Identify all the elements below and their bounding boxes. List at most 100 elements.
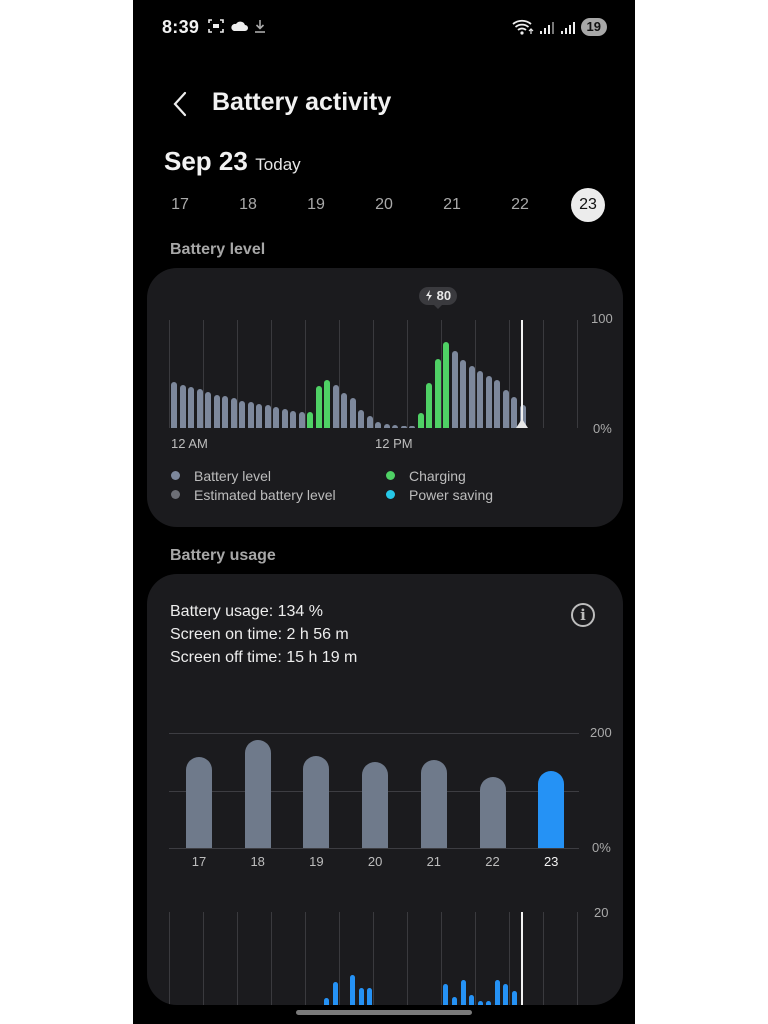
legend-charging: Charging — [386, 468, 466, 484]
day-selector: 17 18 19 20 21 22 23 — [154, 188, 626, 222]
grid-line — [407, 320, 408, 428]
hourly-bar — [367, 987, 372, 1005]
legend-dot — [171, 471, 180, 480]
legend-label: Estimated battery level — [194, 487, 336, 503]
grid-line — [441, 912, 442, 1005]
usage-bar — [186, 757, 212, 848]
grid-line — [475, 912, 476, 1005]
battery-bar — [400, 425, 407, 428]
battery-bar — [179, 384, 186, 428]
battery-bar — [213, 394, 220, 428]
y-label-top: 100 — [591, 311, 613, 326]
legend-estimated: Estimated battery level — [171, 487, 336, 503]
grid-line — [271, 320, 272, 428]
usage-day-label: 19 — [309, 854, 324, 869]
battery-bar — [298, 411, 305, 428]
grid-line — [339, 912, 340, 1005]
grid-line — [169, 733, 579, 734]
usage-day-label: 20 — [367, 854, 383, 869]
grid-line — [237, 912, 238, 1005]
day-19[interactable]: 19 — [307, 196, 325, 213]
battery-bar — [171, 381, 177, 428]
current-time-line — [521, 912, 523, 1005]
current-time-line — [521, 320, 523, 428]
battery-bar — [341, 393, 347, 428]
hourly-bar — [469, 994, 474, 1005]
day-21[interactable]: 21 — [443, 196, 461, 213]
phone-screen: 8:39 19 Battery activity Sep 23 Today 17… — [133, 0, 635, 1024]
info-icon[interactable]: i — [571, 603, 595, 627]
back-button[interactable] — [169, 90, 193, 118]
hourly-bar — [461, 980, 466, 1005]
bolt-icon — [426, 290, 432, 301]
date-title: Sep 23 Today — [164, 146, 301, 177]
hourly-bar — [486, 1001, 491, 1005]
signal-icon — [539, 22, 554, 34]
grid-line — [237, 320, 238, 428]
hourly-bar — [503, 984, 508, 1005]
app-header: Battery activity — [133, 84, 635, 124]
battery-bar — [205, 392, 211, 428]
hourly-bar — [324, 998, 329, 1005]
usage-bar — [244, 739, 271, 848]
battery-bar — [409, 426, 415, 428]
day-17[interactable]: 17 — [171, 196, 189, 213]
grid-line — [169, 912, 170, 1005]
selected-date: Sep 23 — [164, 146, 248, 176]
grid-line — [543, 320, 544, 428]
legend-power-saving: Power saving — [386, 487, 493, 503]
battery-bar — [417, 412, 424, 428]
battery-bar — [196, 389, 203, 428]
usage-day-label: 21 — [426, 854, 442, 869]
daily-usage-chart[interactable]: 17 18 19 20 21 22 23 — [147, 574, 623, 874]
hourly-bar — [478, 1001, 483, 1005]
usage-day-label: 17 — [191, 854, 207, 869]
hourly-bar — [333, 982, 338, 1005]
grid-line — [441, 320, 442, 428]
usage-summary: Battery usage: 134 % Screen on time: 2 h… — [170, 600, 357, 669]
x-label-12am: 12 AM — [171, 436, 208, 451]
usage-bar — [479, 777, 506, 848]
battery-bar — [375, 421, 381, 428]
download-icon — [255, 20, 265, 33]
battery-bar — [511, 396, 517, 428]
battery-usage-card: Battery usage: 134 % Screen on time: 2 h… — [147, 574, 623, 1005]
battery-bar — [426, 382, 432, 428]
usage-bar — [538, 770, 565, 848]
battery-usage-heading: Battery usage — [170, 547, 276, 564]
day-22[interactable]: 22 — [511, 196, 529, 213]
battery-bar — [239, 401, 245, 428]
battery-bar — [290, 410, 296, 428]
hourly-usage-chart[interactable] — [147, 874, 623, 1005]
legend-dot — [386, 471, 395, 480]
grid-line — [305, 320, 306, 428]
day-18[interactable]: 18 — [239, 196, 257, 213]
battery-level-chart[interactable] — [147, 268, 623, 527]
grid-line — [203, 320, 204, 428]
battery-bar — [383, 423, 390, 428]
battery-bar — [315, 385, 322, 428]
status-time: 8:39 — [162, 17, 200, 37]
day-20[interactable]: 20 — [375, 196, 393, 213]
usage-day-label: 22 — [485, 854, 500, 869]
chevron-left-icon — [173, 91, 187, 117]
battery-bar — [443, 341, 449, 428]
usage-bar — [420, 760, 447, 848]
home-indicator[interactable] — [296, 1010, 472, 1015]
grid-line — [509, 320, 510, 428]
battery-bar — [281, 408, 288, 428]
battery-bar — [332, 384, 339, 428]
battery-bar — [494, 380, 500, 428]
grid-line — [577, 912, 578, 1005]
battery-bar — [477, 370, 483, 428]
hourly-bar — [443, 984, 448, 1005]
usage-bar — [362, 761, 389, 848]
hourly-y-top: 20 — [594, 905, 609, 920]
grid-line — [305, 912, 306, 1005]
usage-y-top: 200 — [590, 725, 612, 740]
grid-line — [373, 912, 374, 1005]
day-23[interactable]: 23 — [571, 188, 605, 222]
cloud-icon — [231, 21, 248, 31]
grid-line — [169, 848, 579, 849]
battery-bar — [358, 409, 364, 428]
